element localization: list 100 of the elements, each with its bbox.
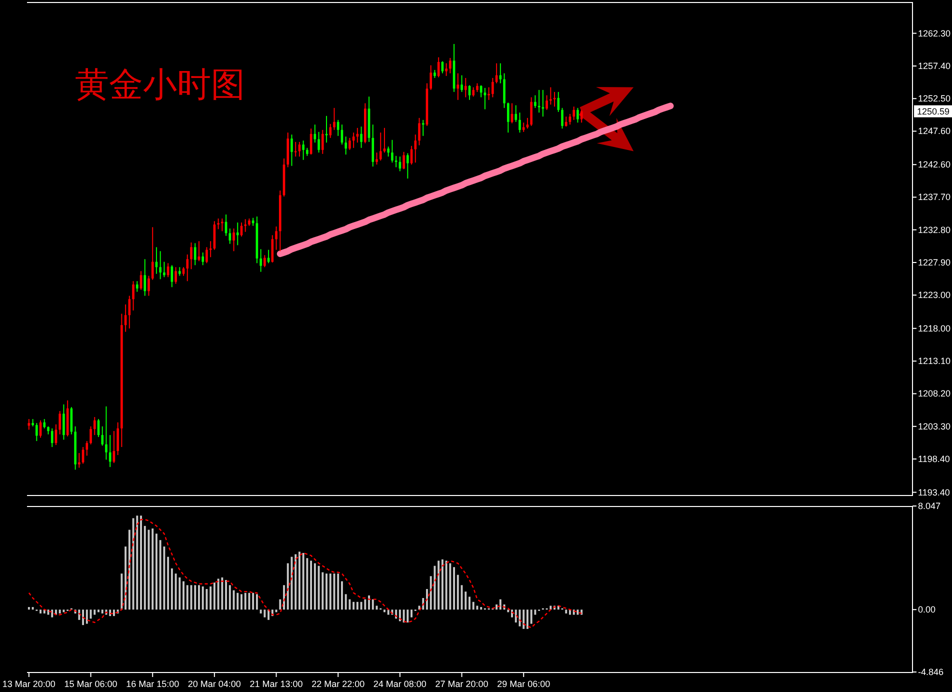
- x-tick-label: 21 Mar 13:00: [250, 679, 303, 689]
- candlestick: [329, 123, 332, 138]
- candlestick: [514, 104, 518, 122]
- candlestick: [387, 146, 390, 158]
- candlestick: [186, 254, 189, 282]
- candlestick: [294, 141, 297, 158]
- candlestick: [460, 74, 463, 92]
- y-tick-label: 1213.10: [918, 356, 951, 366]
- y-tick-label: 1237.70: [918, 192, 951, 202]
- x-tick-label: 15 Mar 06:00: [64, 679, 118, 689]
- candlestick: [360, 126, 362, 148]
- y-tick-label: 1262.30: [918, 28, 951, 38]
- candlestick: [232, 228, 235, 252]
- candlestick: [553, 91, 556, 108]
- candlestick: [198, 240, 200, 262]
- candlestick: [132, 280, 134, 311]
- candlestick: [379, 132, 382, 162]
- line-series: [28, 518, 582, 628]
- candlestick: [492, 77, 494, 98]
- x-tick-label: 22 Mar 22:00: [312, 679, 365, 689]
- candlestick: [568, 113, 572, 126]
- x-tick-label: 20 Mar 04:00: [188, 679, 241, 689]
- candlestick: [302, 140, 304, 160]
- candlestick: [534, 94, 536, 108]
- text: 黄金小时图: [75, 65, 245, 105]
- candlestick: [464, 77, 467, 98]
- x-tick-label: 16 Mar 15:00: [126, 679, 180, 689]
- annotation: 1250.59: [917, 106, 950, 116]
- candlestick: [148, 275, 150, 296]
- x-tick-label: 29 Mar 06:00: [497, 679, 550, 689]
- candlestick: [414, 134, 417, 164]
- candlestick: [336, 119, 340, 136]
- candlestick: [43, 418, 46, 429]
- candlestick: [144, 258, 146, 296]
- candlestick: [174, 266, 177, 284]
- candlestick: [228, 228, 232, 244]
- y-tick-label: 1252.50: [918, 94, 951, 104]
- candlestick: [163, 261, 166, 278]
- candlestick: [206, 246, 208, 264]
- x-tick-label: 27 Mar 20:00: [435, 679, 488, 689]
- candlestick: [445, 62, 448, 76]
- candlestick: [344, 136, 347, 156]
- candlestick: [244, 218, 247, 232]
- candlestick: [275, 226, 278, 250]
- candlestick: [402, 151, 405, 170]
- candlestick: [564, 116, 568, 128]
- candlestick: [518, 112, 521, 134]
- y-tick-label: 1198.40: [918, 454, 950, 464]
- candlestick: [194, 242, 196, 266]
- candlestick: [394, 155, 398, 168]
- y-tick-label: 1203.30: [918, 421, 951, 432]
- y-tick-label: 1193.40: [918, 487, 950, 498]
- candlestick: [90, 426, 92, 445]
- candlestick: [376, 152, 378, 166]
- candlestick: [151, 226, 154, 280]
- candlestick: [271, 234, 274, 263]
- candlestick: [318, 131, 320, 154]
- candlestick: [348, 137, 351, 150]
- y-tick-label: 1223.00: [918, 290, 951, 300]
- candlestick: [406, 152, 409, 180]
- candlestick: [190, 242, 192, 270]
- candlestick: [503, 72, 506, 108]
- candlestick: [264, 254, 266, 268]
- candlestick: [209, 240, 212, 258]
- candlestick: [418, 117, 420, 146]
- x-tick-label: 24 Mar 08:00: [373, 679, 426, 689]
- y-tick-label: 1247.60: [918, 126, 951, 136]
- candlestick: [561, 107, 564, 130]
- candlestick: [488, 86, 490, 100]
- y-tick-label: 1218.00: [918, 323, 951, 334]
- candlestick: [78, 452, 80, 468]
- candlestick: [260, 248, 262, 272]
- candlestick: [484, 87, 486, 110]
- candlestick: [159, 250, 162, 280]
- candlestick: [430, 64, 432, 90]
- candlestick: [62, 404, 65, 440]
- candlestick: [572, 106, 576, 120]
- candlestick: [576, 107, 579, 124]
- candlestick: [538, 89, 540, 114]
- candlestick: [557, 91, 560, 112]
- candlestick: [480, 84, 482, 98]
- candlestick: [116, 422, 119, 456]
- candlestick: [546, 94, 548, 110]
- candlestick: [136, 280, 138, 292]
- candlestick: [506, 102, 510, 134]
- y-tick-label: 1242.60: [918, 160, 951, 170]
- candlestick: [290, 134, 293, 166]
- y-tick-label: 1232.80: [918, 224, 951, 235]
- candlestick: [217, 218, 220, 230]
- y-tick-label: 1208.20: [918, 388, 951, 399]
- x-tick-label: 13 Mar 20:00: [2, 679, 56, 689]
- candlestick: [522, 122, 525, 132]
- y-tick-label: 1227.90: [918, 258, 951, 268]
- candlestick: [372, 124, 374, 168]
- candlestick: [50, 428, 54, 448]
- candlestick: [321, 129, 324, 154]
- y-tick-label: -4.846: [918, 667, 944, 677]
- y-tick-label: 0.00: [918, 604, 936, 615]
- candlestick: [333, 107, 336, 130]
- candlestick: [472, 86, 475, 98]
